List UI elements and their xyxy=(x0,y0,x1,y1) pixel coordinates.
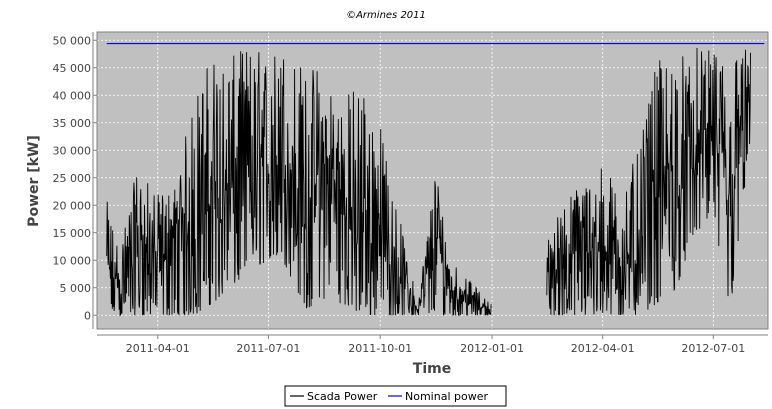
y-tick-label: 10 000 xyxy=(53,254,92,267)
y-axis-label: Power [kW] xyxy=(26,135,42,227)
y-axis: 0 5 000 10 000 15 000 20 000 25 000 30 000 35 0… xyxy=(53,32,97,329)
x-tick-label: 2011-07-01 xyxy=(236,342,300,355)
y-tick-label: 20 000 xyxy=(53,199,92,212)
series-line-scada-power xyxy=(106,47,751,317)
y-tick-label: 45 000 xyxy=(53,62,92,75)
x-axis-label: Time xyxy=(413,361,451,377)
x-tick-label: 2011-04-01 xyxy=(126,342,190,355)
y-tick-label: 50 000 xyxy=(53,34,92,47)
chart-title: ©Armines 2011 xyxy=(346,10,426,21)
y-tick-label: 40 000 xyxy=(53,89,92,102)
y-tick-label: 15 000 xyxy=(53,227,92,240)
plot-area xyxy=(96,31,769,330)
x-tick-label: 2012-01-01 xyxy=(460,342,524,355)
y-tick-label: 30 000 xyxy=(53,144,92,157)
legend-label-nominal-power: Nominal power xyxy=(405,390,488,403)
legend: Scada Power Nominal power xyxy=(284,385,507,407)
plot-border xyxy=(96,31,769,330)
legend-label-scada-power: Scada Power xyxy=(307,390,378,403)
series-layer xyxy=(106,42,765,317)
x-axis: 2011-04-01 2011-07-01 2011-10-01 2012-01-01… xyxy=(97,334,768,355)
y-tick-label: 0 xyxy=(84,309,91,322)
x-tick-label: 2012-04-01 xyxy=(571,342,635,355)
x-tick-label: 2012-07-01 xyxy=(681,342,745,355)
x-tick-label: 2011-10-01 xyxy=(348,342,412,355)
y-tick-label: 5 000 xyxy=(60,282,92,295)
y-tick-label: 35 000 xyxy=(53,117,92,130)
y-tick-label: 25 000 xyxy=(53,172,92,185)
